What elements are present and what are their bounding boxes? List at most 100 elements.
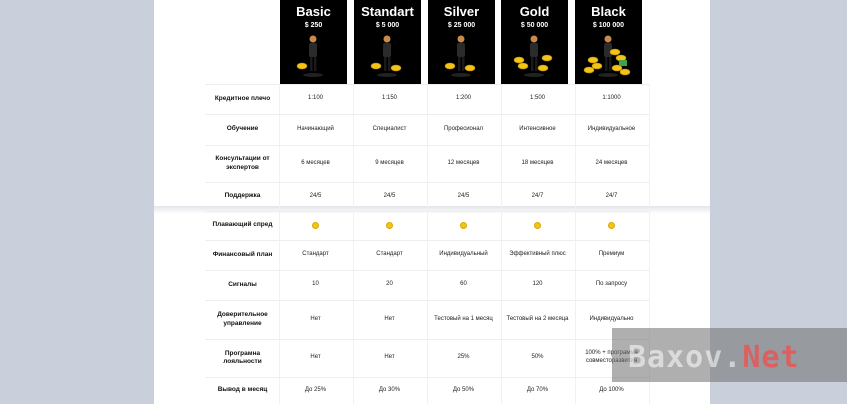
column-divider — [427, 84, 428, 404]
table-cell: Индивидуальный — [427, 240, 500, 270]
table-cell: 9 месяцев — [353, 145, 426, 182]
table-cell: 24/7 — [575, 182, 648, 211]
row-divider — [205, 270, 649, 271]
plan-card-gold[interactable]: Gold $ 50 000 — [501, 0, 568, 84]
row-label: Доверительное управление — [217, 311, 268, 327]
row-label: Финансовый план — [212, 250, 273, 258]
table-cell: Премиум — [575, 240, 648, 270]
cell-value: До 30% — [378, 386, 401, 393]
table-cell: 1:150 — [353, 84, 426, 114]
plan-card-silver[interactable]: Silver $ 25 000 — [428, 0, 495, 84]
table-cell: 1:200 — [427, 84, 500, 114]
plan-name: Gold — [519, 4, 550, 19]
cell-value: До 70% — [526, 386, 549, 393]
watermark-text: Baxov.Net — [628, 340, 800, 375]
table-cell: 1:500 — [501, 84, 574, 114]
plan-card-standart[interactable]: Standart $ 5 000 — [354, 0, 421, 84]
column-divider — [575, 84, 576, 404]
table-cell: 60 — [427, 270, 500, 300]
plan-card-basic[interactable]: Basic $ 250 — [280, 0, 347, 84]
yellow-dot-icon — [312, 222, 319, 229]
table-cell: 1:1000 — [575, 84, 648, 114]
table-cell: До 100% — [575, 377, 648, 404]
table-cell: 100% + программа совместоразвития — [575, 339, 648, 377]
table-cell: 12 месяцев — [427, 145, 500, 182]
table-cell: Тестовый на 2 месяца — [501, 300, 574, 339]
row-divider — [205, 182, 649, 183]
cell-value: 24/7 — [531, 192, 544, 199]
cell-value: Начинающий — [297, 125, 334, 132]
row-label: Сигналы — [228, 280, 257, 288]
cell-value: 60 — [460, 281, 467, 288]
cell-value: 24/7 — [605, 192, 618, 199]
row-label: Обучение — [226, 125, 259, 133]
table-cell: Професионал — [427, 114, 500, 145]
cell-value: 24 месяцев — [595, 159, 628, 166]
spread-cell — [575, 211, 648, 240]
cell-value: Индивидуально — [589, 315, 634, 322]
table-cell: По запросу — [575, 270, 648, 300]
table-cell: 24 месяцев — [575, 145, 648, 182]
cell-value: До 100% — [599, 386, 624, 393]
table-cell: До 30% — [353, 377, 426, 404]
column-divider — [279, 84, 280, 404]
watermark-part1: Baxov. — [628, 340, 743, 375]
cell-value: 20 — [386, 281, 393, 288]
cell-value: Тестовый на 2 месяца — [506, 315, 569, 322]
cell-value: 1:1000 — [602, 95, 621, 102]
plan-price: $ 100 000 — [592, 22, 625, 29]
cell-value: До 25% — [304, 386, 327, 393]
sheet-fold — [154, 206, 710, 214]
cell-value: Премиум — [598, 251, 625, 258]
table-cell: 18 месяцев — [501, 145, 574, 182]
spread-cell — [427, 211, 500, 240]
row-divider — [205, 145, 649, 146]
table-cell: Индивидуальное — [575, 114, 648, 145]
table-cell: Тестовый на 1 месяц — [427, 300, 500, 339]
cell-value: 24/5 — [309, 192, 322, 199]
table-cell: 50% — [501, 339, 574, 377]
table-cell: 1:100 — [279, 84, 352, 114]
plan-price: $ 5 000 — [375, 22, 400, 29]
businessman-figure-icon — [296, 35, 323, 77]
table-cell: Начинающий — [279, 114, 352, 145]
table-cell: 24/7 — [501, 182, 574, 211]
cell-value: 10 — [312, 281, 319, 288]
cell-value: 1:100 — [307, 95, 323, 102]
cell-value: 100% + программа совместоразвития — [585, 350, 638, 364]
plan-price: $ 50 000 — [520, 22, 549, 29]
table-cell: 24/5 — [353, 182, 426, 211]
row-divider — [205, 114, 649, 115]
cell-value: По запросу — [595, 281, 628, 288]
table-cell: 24/5 — [279, 182, 352, 211]
cell-value: Нет — [310, 315, 321, 322]
cell-value: 18 месяцев — [521, 159, 554, 166]
watermark-band — [612, 328, 847, 382]
plan-card-black[interactable]: Black $ 100 000 — [575, 0, 642, 84]
row-label: Програмна лояльности — [223, 349, 262, 365]
plan-name: Basic — [296, 4, 331, 19]
spread-cell — [353, 211, 426, 240]
table-cell: Нет — [279, 300, 352, 339]
cell-value: Професионал — [443, 125, 484, 132]
row-label: Плавающий спред — [212, 221, 273, 229]
businessman-figure-icon — [370, 35, 402, 77]
cell-value: Эффективный плюс — [509, 251, 566, 258]
cell-value: 9 месяцев — [375, 159, 404, 166]
cell-value: Нет — [384, 354, 395, 361]
businessman-figure-icon — [583, 35, 631, 77]
businessman-figure-icon — [513, 35, 553, 77]
cell-value: Нет — [384, 315, 395, 322]
table-cell: Стандарт — [279, 240, 352, 270]
cell-value: 120 — [532, 281, 543, 288]
cell-value: 24/5 — [383, 192, 396, 199]
table-cell: Специалист — [353, 114, 426, 145]
spread-cell — [279, 211, 352, 240]
cell-value: 12 месяцев — [447, 159, 480, 166]
watermark-part2: Net — [742, 340, 800, 375]
cell-value: До 50% — [452, 386, 475, 393]
table-cell: Стандарт — [353, 240, 426, 270]
cell-value: Индивидуальный — [439, 251, 488, 258]
row-divider — [205, 240, 649, 241]
yellow-dot-icon — [386, 222, 393, 229]
